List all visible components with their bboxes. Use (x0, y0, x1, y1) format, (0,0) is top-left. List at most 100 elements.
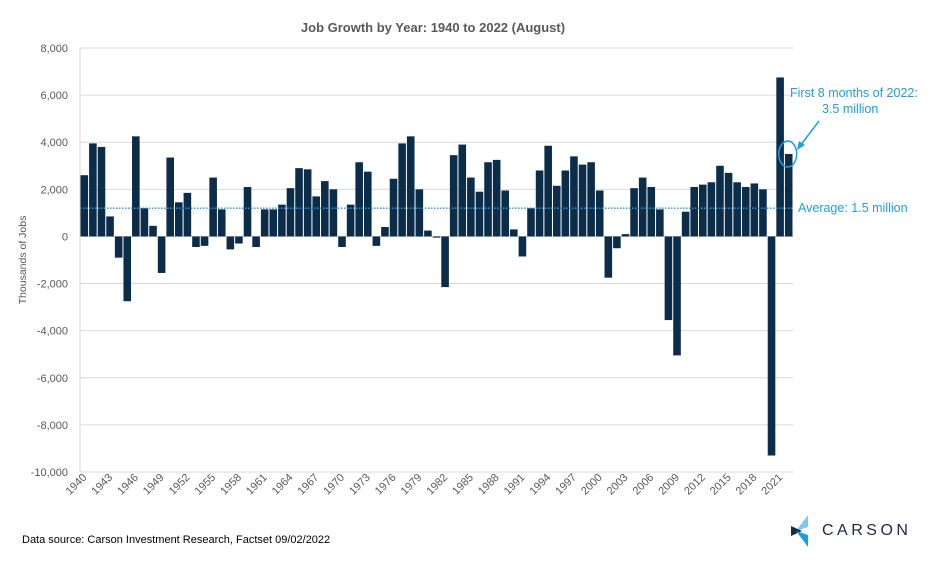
bar-1989 (501, 190, 510, 237)
bar-1984 (458, 144, 467, 237)
bar-2017 (741, 186, 750, 237)
bar-2005 (638, 177, 647, 237)
bar-1976 (389, 178, 398, 237)
bar-1995 (552, 185, 561, 237)
bar-2016 (733, 182, 741, 237)
bar-1941 (89, 143, 97, 237)
bar-1998 (578, 164, 587, 237)
bar-1986 (475, 191, 484, 237)
bar-2022 (784, 154, 793, 237)
bar-1944 (114, 236, 123, 258)
x-tick-label: 2021 (759, 472, 785, 498)
bar-1974 (372, 236, 381, 246)
x-tick-label: 1943 (89, 472, 115, 498)
bar-2012 (699, 184, 707, 237)
bar-2008 (664, 236, 673, 321)
bar-1947 (140, 208, 149, 237)
bar-1972 (355, 162, 363, 237)
bar-1943 (106, 216, 114, 237)
bar-2019 (759, 189, 767, 237)
bar-1968 (321, 181, 329, 237)
y-tick-label: 0 (62, 231, 68, 243)
bar-1977 (398, 143, 406, 237)
bar-1997 (570, 156, 578, 237)
x-tick-label: 1970 (321, 472, 347, 498)
bar-2006 (647, 186, 656, 237)
bar-1954 (200, 236, 209, 246)
x-tick-label: 1985 (450, 472, 476, 498)
bar-1956 (217, 209, 226, 237)
bar-2018 (750, 183, 759, 237)
bar-1965 (295, 168, 303, 237)
bar-1952 (183, 192, 192, 237)
x-tick-label: 1991 (502, 472, 528, 498)
x-tick-label: 2018 (734, 472, 760, 498)
bar-1981 (432, 236, 441, 238)
x-tick-label: 1946 (115, 472, 141, 498)
bar-2014 (716, 165, 724, 237)
y-tick-label: -4,000 (37, 326, 68, 338)
bar-1946 (132, 136, 140, 237)
bar-1951 (174, 202, 183, 237)
bar-1988 (492, 159, 501, 237)
data-source: Data source: Carson Investment Research,… (22, 534, 331, 546)
bar-2020 (767, 236, 776, 456)
bar-2000 (595, 190, 604, 237)
bar-2009 (673, 236, 681, 356)
bar-2011 (690, 186, 699, 237)
bar-1973 (363, 171, 372, 237)
x-tick-label: 1979 (399, 472, 425, 498)
x-tick-label: 2015 (708, 472, 734, 498)
x-tick-label: 1982 (424, 472, 450, 498)
bar-2015 (724, 172, 733, 237)
bar-1945 (123, 236, 132, 302)
carson-logo-icon (791, 515, 808, 547)
bar-1996 (561, 170, 570, 237)
x-tick-label: 1994 (527, 472, 553, 498)
annotation-line1: First 8 months of 2022: (790, 86, 918, 100)
bar-1963 (278, 204, 286, 237)
arrowhead-icon (797, 141, 805, 150)
annotation-ellipse (777, 140, 798, 168)
bar-1999 (587, 162, 595, 237)
bar-2001 (604, 236, 613, 278)
bar-1959 (243, 186, 252, 237)
bar-1962 (269, 209, 278, 237)
bar-1983 (449, 155, 458, 237)
bar-1991 (518, 236, 527, 257)
x-tick-label: 1961 (244, 472, 270, 498)
carson-logo: CARSON (788, 514, 918, 548)
bar-1969 (329, 189, 338, 237)
bar-1993 (535, 170, 544, 237)
x-tick-label: 1955 (192, 472, 218, 498)
bar-1961 (260, 209, 269, 237)
bar-1949 (157, 236, 166, 273)
bar-2013 (707, 182, 716, 237)
bar-2002 (613, 236, 621, 249)
y-tick-label: -6,000 (37, 373, 68, 385)
bar-1987 (484, 162, 492, 237)
x-tick-label: 1958 (218, 472, 244, 498)
x-tick-label: 1997 (553, 472, 579, 498)
bar-1960 (252, 236, 260, 248)
y-tick-label: 4,000 (40, 137, 68, 149)
average-label: Average: 1.5 million (798, 201, 908, 215)
y-tick-label: 8,000 (40, 43, 68, 55)
x-tick-label: 1952 (167, 472, 193, 498)
bar-2007 (656, 209, 664, 237)
x-tick-label: 1973 (347, 472, 373, 498)
x-tick-label: 2003 (605, 472, 631, 498)
bar-2004 (630, 188, 638, 237)
x-tick-label: 2012 (682, 472, 708, 498)
x-tick-label: 2009 (656, 472, 682, 498)
bar-1971 (346, 204, 355, 237)
bar-2003 (621, 234, 630, 237)
x-tick-label: 1949 (141, 472, 167, 498)
bar-1990 (510, 229, 518, 237)
bar-1942 (97, 146, 106, 237)
bar-1940 (80, 175, 89, 237)
x-tick-label: 1967 (296, 472, 322, 498)
y-tick-label: 6,000 (40, 90, 68, 102)
x-tick-label: 1976 (373, 472, 399, 498)
